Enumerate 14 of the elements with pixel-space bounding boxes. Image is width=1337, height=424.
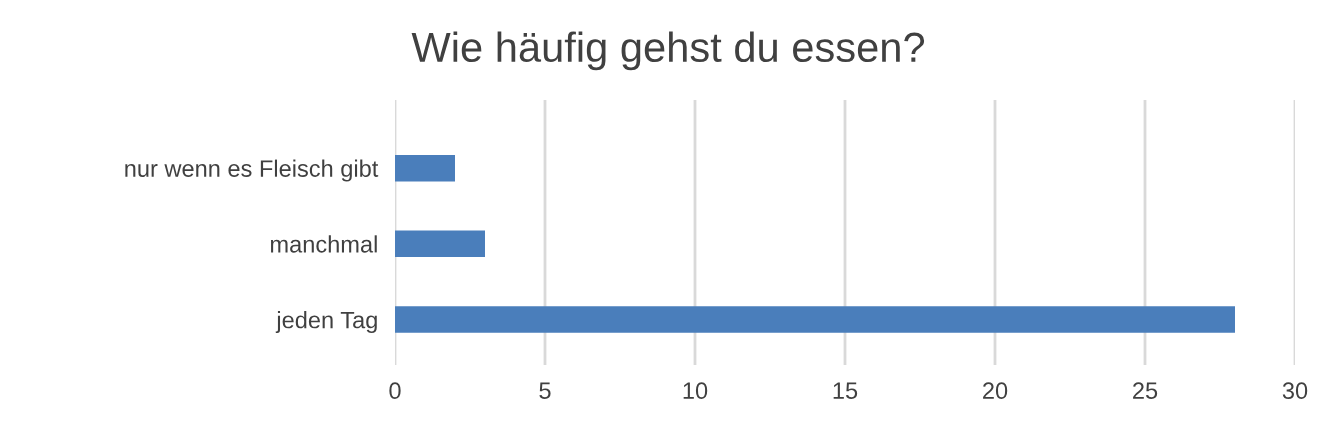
x-tick-label: 10 (683, 382, 708, 400)
x-tick-label: 15 (833, 382, 858, 400)
x-tick-label: 0 (389, 382, 401, 400)
chart-title: Wie häufig gehst du essen? (411, 31, 925, 71)
x-tick-label: 30 (1282, 382, 1308, 400)
x-tick-label: 5 (539, 382, 551, 400)
bar (395, 154, 455, 182)
y-tick-label: manchmal (270, 235, 377, 253)
y-tick-label: jeden Tag (275, 311, 377, 334)
bar (395, 230, 485, 258)
x-tick-label: 20 (983, 382, 1008, 400)
x-tick-label: 25 (1133, 382, 1158, 400)
bar (395, 306, 1235, 333)
y-tick-label: nur wenn es Fleisch gibt (125, 159, 379, 182)
